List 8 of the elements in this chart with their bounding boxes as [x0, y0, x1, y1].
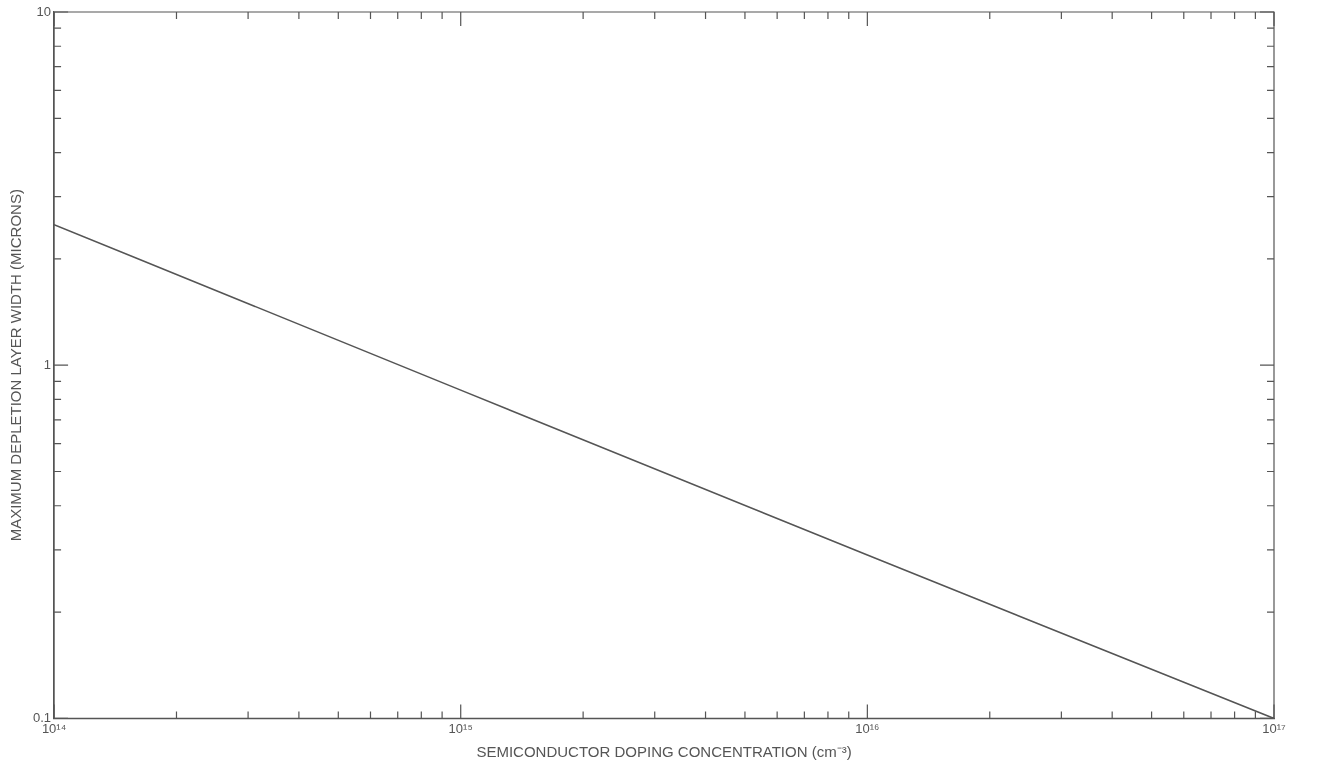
- x-tick-label: 10¹⁵: [448, 720, 473, 736]
- x-axis-title: SEMICONDUCTOR DOPING CONCENTRATION (cm⁻³): [476, 743, 852, 761]
- y-tick-label: 10: [36, 3, 52, 19]
- x-tick-label: 10¹⁷: [1262, 720, 1287, 736]
- y-axis-title: MAXIMUM DEPLETION LAYER WIDTH (MICRONS): [7, 189, 25, 542]
- x-tick-label: 10¹⁶: [855, 720, 880, 736]
- y-tick-label: 1: [43, 356, 52, 372]
- y-tick-label: 0.1: [32, 709, 52, 725]
